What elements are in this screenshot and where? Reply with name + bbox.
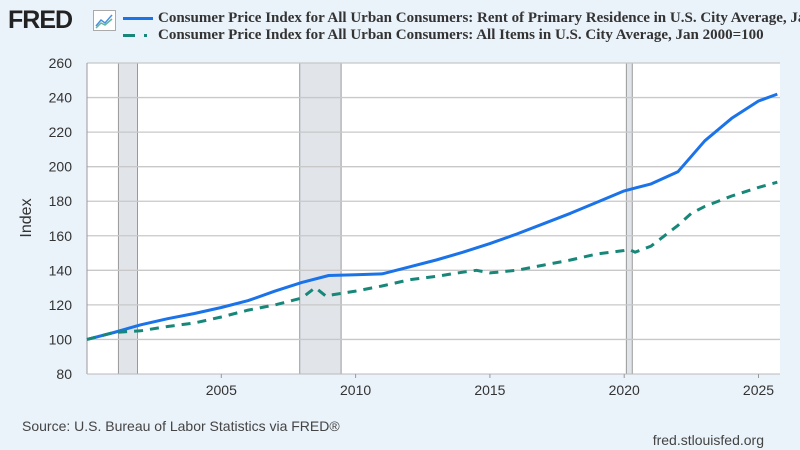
legend-label: Consumer Price Index for All Urban Consu… — [158, 27, 764, 43]
series-line-rent — [86, 92, 778, 341]
recession-band — [299, 62, 342, 375]
x-tick-label: 2005 — [206, 382, 237, 398]
y-axis-label: Index — [18, 198, 35, 237]
dashed-line-swatch — [123, 34, 153, 37]
y-tick-label: 220 — [49, 124, 73, 140]
solid-line-swatch — [123, 17, 153, 20]
y-tick-label: 180 — [49, 193, 73, 209]
fred-logo[interactable]: FRED — [8, 6, 73, 34]
chart-logo-icon — [93, 10, 116, 31]
recession-band — [625, 62, 633, 375]
legend-item-rent[interactable]: Consumer Price Index for All Urban Consu… — [123, 10, 800, 27]
y-tick-label: 200 — [49, 159, 73, 175]
source-note: Source: U.S. Bureau of Labor Statistics … — [22, 418, 340, 434]
y-tick-label: 260 — [49, 55, 73, 71]
y-tick-label: 240 — [49, 90, 73, 106]
legend-label: Consumer Price Index for All Urban Consu… — [158, 10, 800, 26]
plot-area — [87, 63, 780, 374]
y-tick-label: 80 — [56, 366, 72, 382]
y-tick-label: 140 — [49, 262, 73, 278]
y-tick-label: 100 — [49, 331, 73, 347]
x-tick-label: 2010 — [340, 382, 371, 398]
x-tick-label: 2025 — [743, 382, 774, 398]
legend-item-all-items[interactable]: Consumer Price Index for All Urban Consu… — [123, 27, 800, 44]
x-tick-label: 2020 — [609, 382, 640, 398]
series-line-all-items — [86, 180, 778, 341]
y-tick-label: 160 — [49, 228, 73, 244]
site-link[interactable]: fred.stlouisfed.org — [652, 432, 764, 448]
x-tick-label: 2015 — [474, 382, 505, 398]
legend: Consumer Price Index for All Urban Consu… — [123, 10, 800, 44]
y-tick-label: 120 — [49, 297, 73, 313]
